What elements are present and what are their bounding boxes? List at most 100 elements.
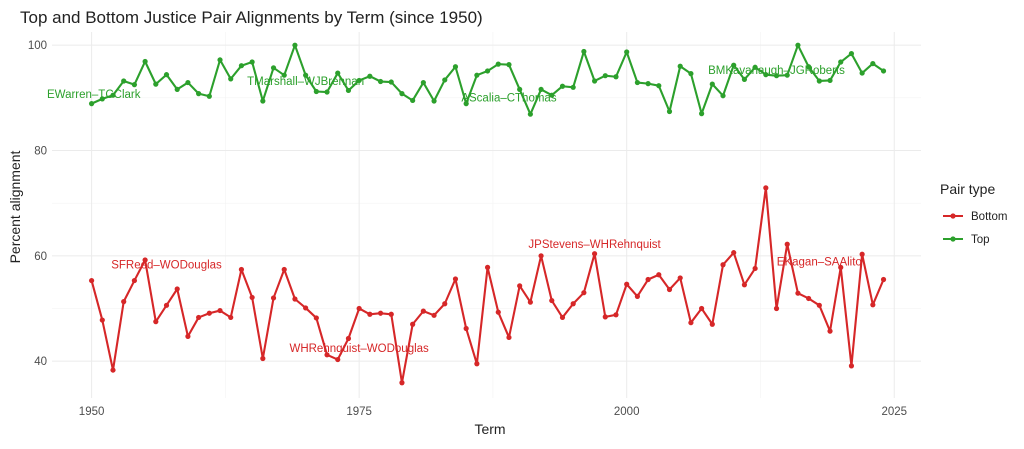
data-point-bottom (260, 355, 266, 362)
data-point-top (741, 76, 748, 82)
data-point-bottom (666, 286, 673, 293)
data-point-bottom (452, 276, 459, 282)
data-point-top (591, 78, 598, 84)
data-point-top (292, 42, 298, 48)
legend-title: Pair type (940, 181, 995, 197)
data-point-bottom (99, 317, 105, 323)
data-point-top (602, 73, 608, 79)
data-point-bottom (656, 272, 662, 278)
data-point-top (752, 64, 758, 70)
data-point-bottom (442, 301, 448, 307)
data-point-bottom (206, 310, 212, 316)
data-point-top (870, 60, 876, 67)
data-point-top (806, 64, 812, 70)
data-point-bottom (238, 266, 245, 273)
data-point-top (838, 59, 844, 65)
data-point-top (238, 63, 245, 69)
legend-key-point (950, 236, 956, 242)
data-point-bottom (731, 250, 737, 256)
data-point-bottom (816, 302, 822, 308)
data-point-top (645, 81, 651, 87)
data-point-bottom (495, 309, 501, 315)
data-point-bottom (613, 312, 619, 318)
data-point-top (559, 83, 566, 89)
data-point-bottom (763, 185, 769, 191)
data-point-bottom (281, 266, 287, 273)
annotations: EWarren–TCClark TMarshall–WJBrennan AScali… (47, 65, 862, 355)
data-point-bottom (270, 295, 277, 301)
data-point-top (228, 76, 234, 82)
y-tick-label: 100 (28, 40, 47, 52)
data-point-top (795, 42, 801, 48)
data-point-bottom (303, 305, 309, 311)
data-point-top (345, 87, 352, 94)
data-point-top (99, 96, 105, 102)
data-point-bottom (634, 293, 640, 299)
data-point-bottom (410, 321, 416, 327)
data-point-top (549, 92, 555, 98)
data-point-top (527, 111, 533, 117)
data-point-bottom (741, 282, 748, 288)
data-point-top (303, 72, 309, 78)
data-point-top (324, 89, 330, 95)
pair-annotation-top: BMKavanaugh–JGRoberts (708, 65, 845, 77)
data-point-top (270, 65, 277, 71)
pair-annotation-bottom: SFReed–WODouglas (111, 259, 222, 271)
data-point-bottom (388, 311, 394, 317)
data-point-bottom (527, 299, 533, 305)
data-point-bottom (131, 277, 138, 284)
data-point-top (88, 101, 95, 107)
data-point-bottom (720, 262, 726, 268)
data-point-top (410, 97, 416, 104)
x-tick-label: 1975 (346, 406, 372, 418)
data-point-top (174, 86, 180, 93)
data-point-top (720, 93, 726, 99)
data-point-bottom (517, 283, 523, 289)
pair-annotation-top: TMarshall–WJBrennan (247, 76, 364, 88)
data-point-top (142, 58, 148, 65)
data-point-top (249, 59, 255, 65)
data-point-top (656, 83, 662, 89)
legend-entries: Bottom Top (943, 211, 1007, 246)
data-point-bottom (153, 319, 159, 325)
grid-major (52, 32, 921, 398)
series-points (88, 42, 887, 386)
y-tick-label: 80 (34, 145, 47, 157)
data-point-bottom (645, 276, 651, 283)
pair-annotation-top: AScalia–CThomas (461, 93, 556, 105)
x-tick-label: 2000 (614, 406, 640, 418)
data-point-bottom (313, 315, 319, 321)
y-tick-label: 40 (34, 356, 47, 368)
data-point-top (634, 79, 640, 86)
data-point-top (196, 91, 202, 97)
data-point-bottom (784, 241, 790, 247)
data-point-bottom (474, 361, 480, 367)
data-point-bottom (185, 333, 191, 339)
data-point-top (859, 70, 865, 76)
data-point-bottom (806, 295, 812, 302)
legend-label: Bottom (971, 211, 1007, 223)
legend: Pair type Bottom Top (940, 181, 1007, 246)
data-point-top (709, 81, 715, 87)
data-point-bottom (688, 320, 694, 326)
data-point-top (506, 62, 512, 68)
legend-key-point (950, 213, 956, 219)
data-point-top (313, 88, 319, 95)
pair-annotation-bottom: JPStevens–WHRehnquist (528, 239, 661, 251)
data-point-bottom (559, 314, 566, 321)
data-point-bottom (506, 334, 512, 341)
data-point-top (163, 72, 170, 78)
data-point-bottom (602, 314, 608, 320)
data-point-bottom (196, 314, 202, 321)
data-point-bottom (538, 253, 544, 259)
data-point-bottom (624, 281, 630, 287)
data-point-top (463, 101, 469, 107)
data-point-bottom (335, 356, 341, 363)
data-point-top (495, 61, 501, 67)
data-point-bottom (591, 251, 598, 257)
data-point-top (666, 108, 673, 115)
data-point-top (784, 72, 790, 78)
data-point-bottom (709, 321, 715, 327)
data-point-top (517, 86, 523, 93)
